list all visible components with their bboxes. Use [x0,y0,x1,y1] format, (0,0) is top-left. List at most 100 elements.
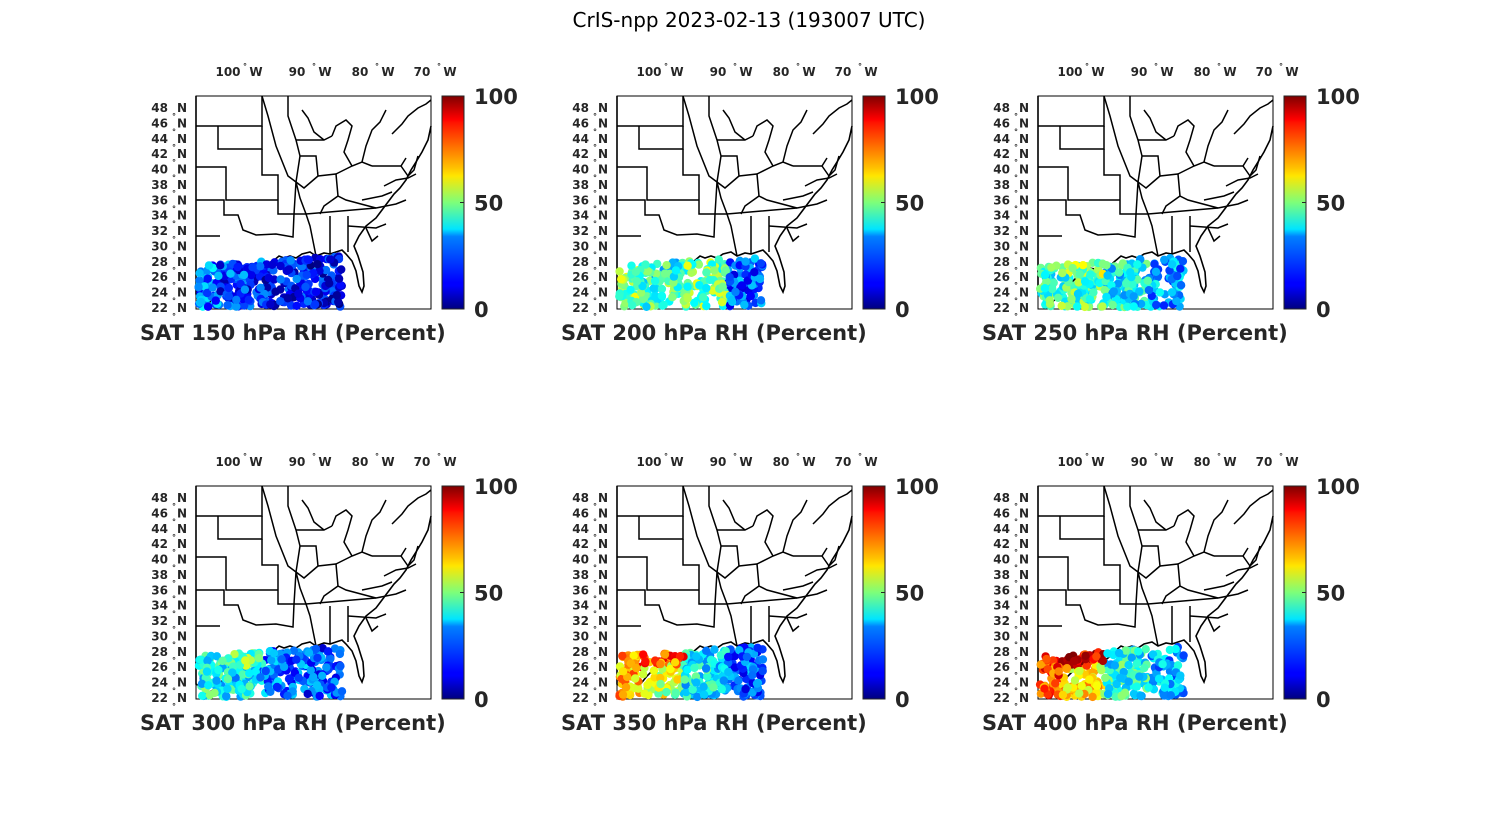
swath-scatter [1036,254,1188,312]
degree-mark: ° [437,62,441,71]
swath-point [753,643,762,652]
state-border [715,603,738,647]
swath-point [1135,672,1144,681]
y-tick-label: 28 [572,645,589,659]
x-tick-label: 70 [835,455,852,469]
y-tick-unit: N [1019,583,1029,597]
swath-point [730,651,739,661]
colorbar-tick-label: 100 [1316,85,1360,109]
degree-mark: ° [664,452,668,461]
swath-point [1058,268,1067,278]
state-border [1242,155,1261,178]
state-border [1059,516,1105,540]
x-tick-unit: W [443,455,456,469]
swath-point [313,653,322,663]
swath-point [1144,683,1153,692]
swath-point [1172,296,1181,306]
swath-point [1121,646,1130,655]
state-border [715,213,738,257]
y-tick-label: 44 [572,132,589,146]
y-tick-label: 28 [572,255,589,269]
y-tick-label: 48 [151,101,168,115]
y-tick-label: 22 [151,691,168,705]
degree-mark: ° [593,564,597,573]
x-tick-unit: W [381,65,394,79]
y-tick-label: 22 [572,301,589,315]
swath-point [204,681,213,690]
swath-scatter [615,643,768,702]
swath-point [701,664,711,673]
swath-point [721,266,730,275]
y-tick-label: 32 [993,614,1010,628]
state-border [400,545,419,568]
swath-point [283,691,292,700]
y-tick-label: 46 [151,116,168,130]
swath-point [1173,661,1183,670]
y-tick-label: 30 [993,629,1010,643]
swath-point [1070,676,1080,685]
degree-mark: ° [172,158,176,167]
state-border [756,161,794,175]
swath-point [708,286,717,295]
swath-point [1085,675,1094,684]
degree-mark: ° [593,687,597,696]
y-tick-label: 46 [993,506,1010,520]
degree-mark: ° [593,281,597,290]
state-border [295,571,307,605]
degree-mark: ° [1217,452,1221,461]
y-tick-unit: N [598,599,608,613]
y-tick-label: 38 [993,568,1010,582]
swath-point [643,680,652,690]
y-tick-unit: N [1019,537,1029,551]
swath-point [285,674,294,683]
swath-point [1057,301,1066,310]
degree-mark: ° [172,671,176,680]
swath-point [632,277,642,286]
swath-point [651,291,660,300]
swath-point [1073,302,1082,311]
degree-mark: ° [1014,112,1018,121]
swath-point [1058,690,1068,700]
y-tick-label: 44 [572,522,589,536]
y-tick-unit: N [598,676,608,690]
swath-point [1086,270,1095,279]
degree-mark: ° [312,62,316,71]
y-tick-unit: N [177,270,187,284]
y-tick-label: 44 [993,522,1010,536]
degree-mark: ° [1014,640,1018,649]
colorbar-tick-label: 100 [1316,475,1360,499]
swath-point [218,656,227,666]
swath-point [1140,663,1149,673]
swath-point [1068,263,1077,273]
swath-point [1074,278,1083,287]
swath-point [334,274,344,283]
swath-point [683,665,692,674]
swath-point [618,651,627,661]
swath-point [687,268,696,277]
y-tick-unit: N [1019,193,1029,207]
swath-point [698,293,708,302]
swath-point [702,268,711,277]
swath-point [718,282,727,291]
swath-point [621,683,631,692]
x-tick-unit: W [670,65,683,79]
swath-point [216,261,225,270]
y-tick-label: 40 [993,163,1010,177]
y-tick-unit: N [598,209,608,223]
swath-point [286,256,295,265]
swath-point [264,273,273,283]
map-outline [1037,95,1274,303]
y-tick-label: 38 [151,178,168,192]
y-tick-unit: N [598,224,608,238]
state-border [1136,213,1159,257]
swath-scatter [194,644,347,701]
swath-point [1141,645,1150,654]
degree-mark: ° [593,625,597,634]
degree-mark: ° [1014,235,1018,244]
y-tick-label: 36 [993,193,1010,207]
swath-point [214,665,223,675]
x-tick-unit: W [864,455,877,469]
y-tick-label: 24 [151,286,168,300]
map-panel-350: 100 ° W 90 ° W 80 ° W 70 ° W48°N46°N44°N42°N40°N38°… [561,452,939,735]
swath-point [337,265,346,274]
